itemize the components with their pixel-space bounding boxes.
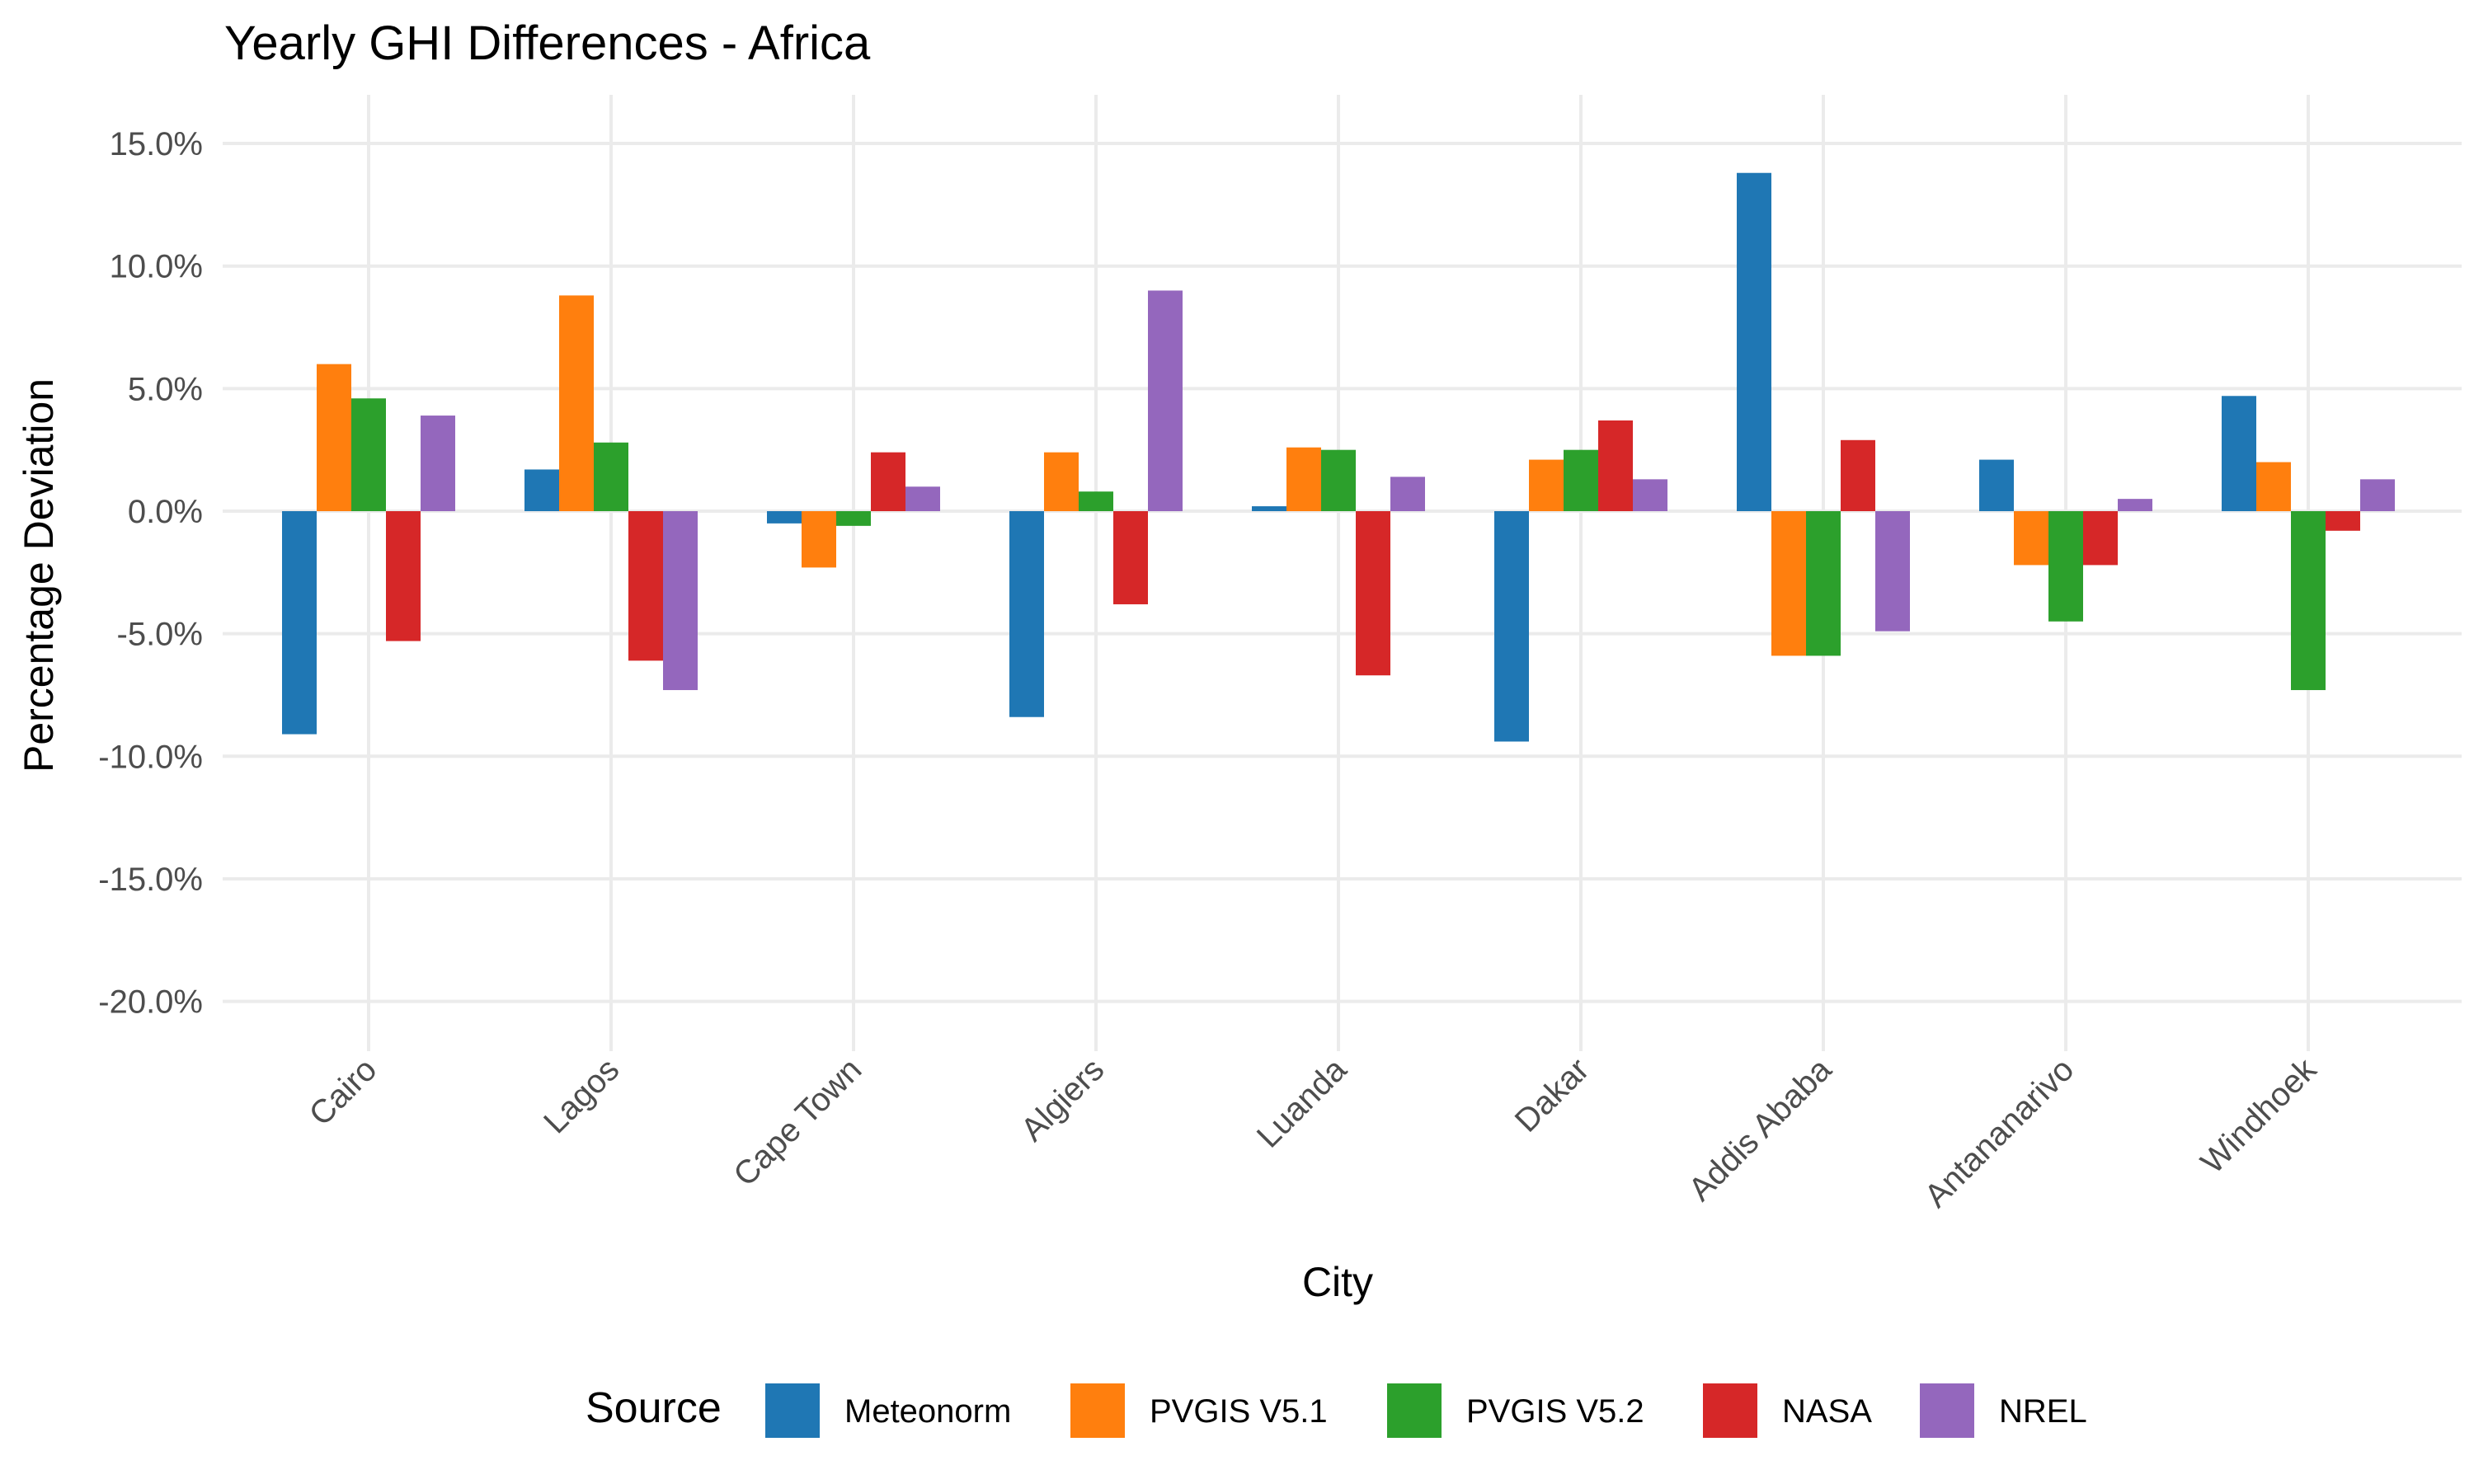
- x-tick-label: Cairo: [303, 1051, 384, 1133]
- legend-key: [1070, 1383, 1125, 1438]
- y-tick-label: -15.0%: [98, 862, 203, 898]
- legend-key: [765, 1383, 820, 1438]
- bar-nrel-cape-town: [905, 486, 940, 511]
- x-axis-title: City: [1302, 1259, 1373, 1305]
- bar-nasa-windhoek: [2326, 511, 2360, 531]
- legend-title: Source: [586, 1384, 722, 1432]
- bar-pvgis-v5-1-addis-ababa: [1771, 511, 1806, 656]
- bar-nasa-addis-ababa: [1841, 439, 1875, 511]
- x-tick-label: Cape Town: [727, 1051, 868, 1193]
- y-tick-label: -20.0%: [98, 984, 203, 1021]
- bar-nasa-cairo: [386, 511, 421, 641]
- x-tick-label: Luanda: [1250, 1051, 1354, 1155]
- bars: [282, 172, 2395, 742]
- gridlines: [223, 95, 2462, 1051]
- bar-nrel-lagos: [663, 511, 698, 691]
- bar-pvgis-v5-2-dakar: [1564, 449, 1598, 511]
- bar-nrel-algiers: [1148, 290, 1183, 511]
- legend: Source Meteonorm PVGIS V5.1 PVGIS V5.2 NASA…: [586, 1383, 2087, 1438]
- x-tick-label: Windhoek: [2194, 1051, 2324, 1181]
- y-tick-label: 15.0%: [110, 126, 203, 162]
- bar-nrel-addis-ababa: [1875, 511, 1910, 632]
- bar-pvgis-v5-2-lagos: [594, 442, 628, 511]
- legend-key: [1703, 1383, 1757, 1438]
- bar-meteonorm-addis-ababa: [1737, 172, 1771, 511]
- y-tick-label: 0.0%: [128, 494, 203, 530]
- bar-meteonorm-algiers: [1009, 511, 1044, 717]
- bar-nasa-algiers: [1113, 511, 1148, 604]
- bar-pvgis-v5-2-antananarivo: [2048, 511, 2083, 622]
- bar-pvgis-v5-1-luanda: [1286, 447, 1321, 511]
- bar-nrel-dakar: [1633, 479, 1667, 511]
- bar-pvgis-v5-1-windhoek: [2256, 462, 2291, 511]
- x-tick-label: Addis Ababa: [1681, 1051, 1838, 1208]
- bar-pvgis-v5-2-algiers: [1079, 491, 1113, 511]
- bar-meteonorm-lagos: [524, 469, 559, 511]
- legend-key: [1387, 1383, 1442, 1438]
- legend-label: PVGIS V5.1: [1150, 1393, 1328, 1430]
- legend-label: NREL: [1999, 1393, 2087, 1430]
- bar-pvgis-v5-2-cape-town: [836, 511, 871, 526]
- bar-meteonorm-dakar: [1494, 511, 1529, 742]
- bar-nrel-windhoek: [2360, 479, 2395, 511]
- bar-meteonorm-windhoek: [2222, 396, 2256, 511]
- bar-pvgis-v5-1-antananarivo: [2014, 511, 2048, 566]
- bar-nasa-antananarivo: [2083, 511, 2118, 566]
- legend-key: [1920, 1383, 1974, 1438]
- bar-meteonorm-cairo: [282, 511, 317, 735]
- bar-nasa-lagos: [628, 511, 663, 661]
- bar-meteonorm-cape-town: [767, 511, 802, 524]
- bar-nrel-luanda: [1390, 477, 1425, 511]
- bar-pvgis-v5-2-cairo: [351, 398, 386, 511]
- x-axis-ticks: Cairo Lagos Cape Town Algiers Luanda Dakar Add…: [303, 1051, 2324, 1215]
- y-tick-label: -10.0%: [98, 739, 203, 775]
- y-axis-title: Percentage Deviation: [16, 378, 62, 773]
- bar-nasa-dakar: [1598, 420, 1633, 511]
- y-axis-ticks: 15.0% 10.0% 5.0% 0.0% -5.0% -10.0% -15.0% -20.0…: [98, 126, 203, 1021]
- bar-nasa-luanda: [1356, 511, 1390, 676]
- x-tick-label: Dakar: [1508, 1051, 1597, 1139]
- bar-pvgis-v5-2-addis-ababa: [1806, 511, 1841, 656]
- y-tick-label: -5.0%: [117, 617, 204, 653]
- bar-nasa-cape-town: [871, 452, 905, 511]
- bar-pvgis-v5-1-cape-town: [802, 511, 836, 568]
- y-tick-label: 5.0%: [128, 371, 203, 407]
- bar-nrel-antananarivo: [2118, 499, 2152, 511]
- chart-title: Yearly GHI Differences - Africa: [224, 16, 871, 70]
- y-tick-label: 10.0%: [110, 249, 203, 285]
- bar-meteonorm-luanda: [1252, 506, 1286, 511]
- x-tick-label: Lagos: [537, 1051, 626, 1140]
- bar-pvgis-v5-1-algiers: [1044, 452, 1079, 511]
- bar-pvgis-v5-1-lagos: [559, 295, 594, 511]
- bar-pvgis-v5-1-dakar: [1529, 459, 1564, 511]
- bar-meteonorm-antananarivo: [1979, 459, 2014, 511]
- x-tick-label: Antananarivo: [1918, 1051, 2081, 1214]
- bar-pvgis-v5-1-cairo: [317, 364, 351, 511]
- x-tick-label: Algiers: [1014, 1051, 1112, 1148]
- legend-label: NASA: [1782, 1393, 1872, 1430]
- bar-nrel-cairo: [421, 416, 455, 511]
- legend-label: Meteonorm: [844, 1393, 1011, 1430]
- legend-label: PVGIS V5.2: [1466, 1393, 1644, 1430]
- bar-pvgis-v5-2-windhoek: [2291, 511, 2326, 691]
- bar-pvgis-v5-2-luanda: [1321, 449, 1356, 511]
